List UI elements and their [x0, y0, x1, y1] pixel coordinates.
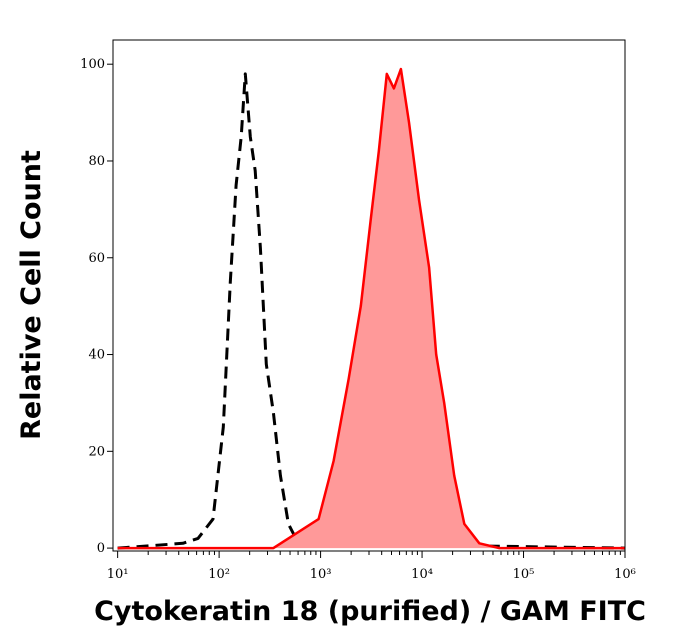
y-tick-label: 0	[97, 541, 105, 556]
y-tick-label: 20	[88, 444, 105, 459]
x-tick-label: 10²	[208, 567, 230, 582]
y-tick-label: 80	[88, 154, 105, 169]
x-tick-label: 10⁴	[411, 567, 433, 582]
x-tick-label: 10⁵	[513, 567, 535, 582]
line	[117, 67, 625, 550]
y-tick-label: 60	[88, 251, 105, 266]
x-axis-label: Cytokeratin 18 (purified) / GAM FITC	[94, 596, 646, 627]
x-tick-label: 10¹	[107, 567, 129, 582]
x-tick-label: 10³	[310, 567, 332, 582]
x-tick-label: 10⁶	[614, 567, 636, 582]
area	[117, 69, 625, 549]
y-axis-label: Relative Cell Count	[16, 150, 47, 440]
line	[117, 72, 626, 550]
y-tick-label: 100	[80, 57, 105, 72]
y-tick-label: 40	[88, 348, 105, 363]
